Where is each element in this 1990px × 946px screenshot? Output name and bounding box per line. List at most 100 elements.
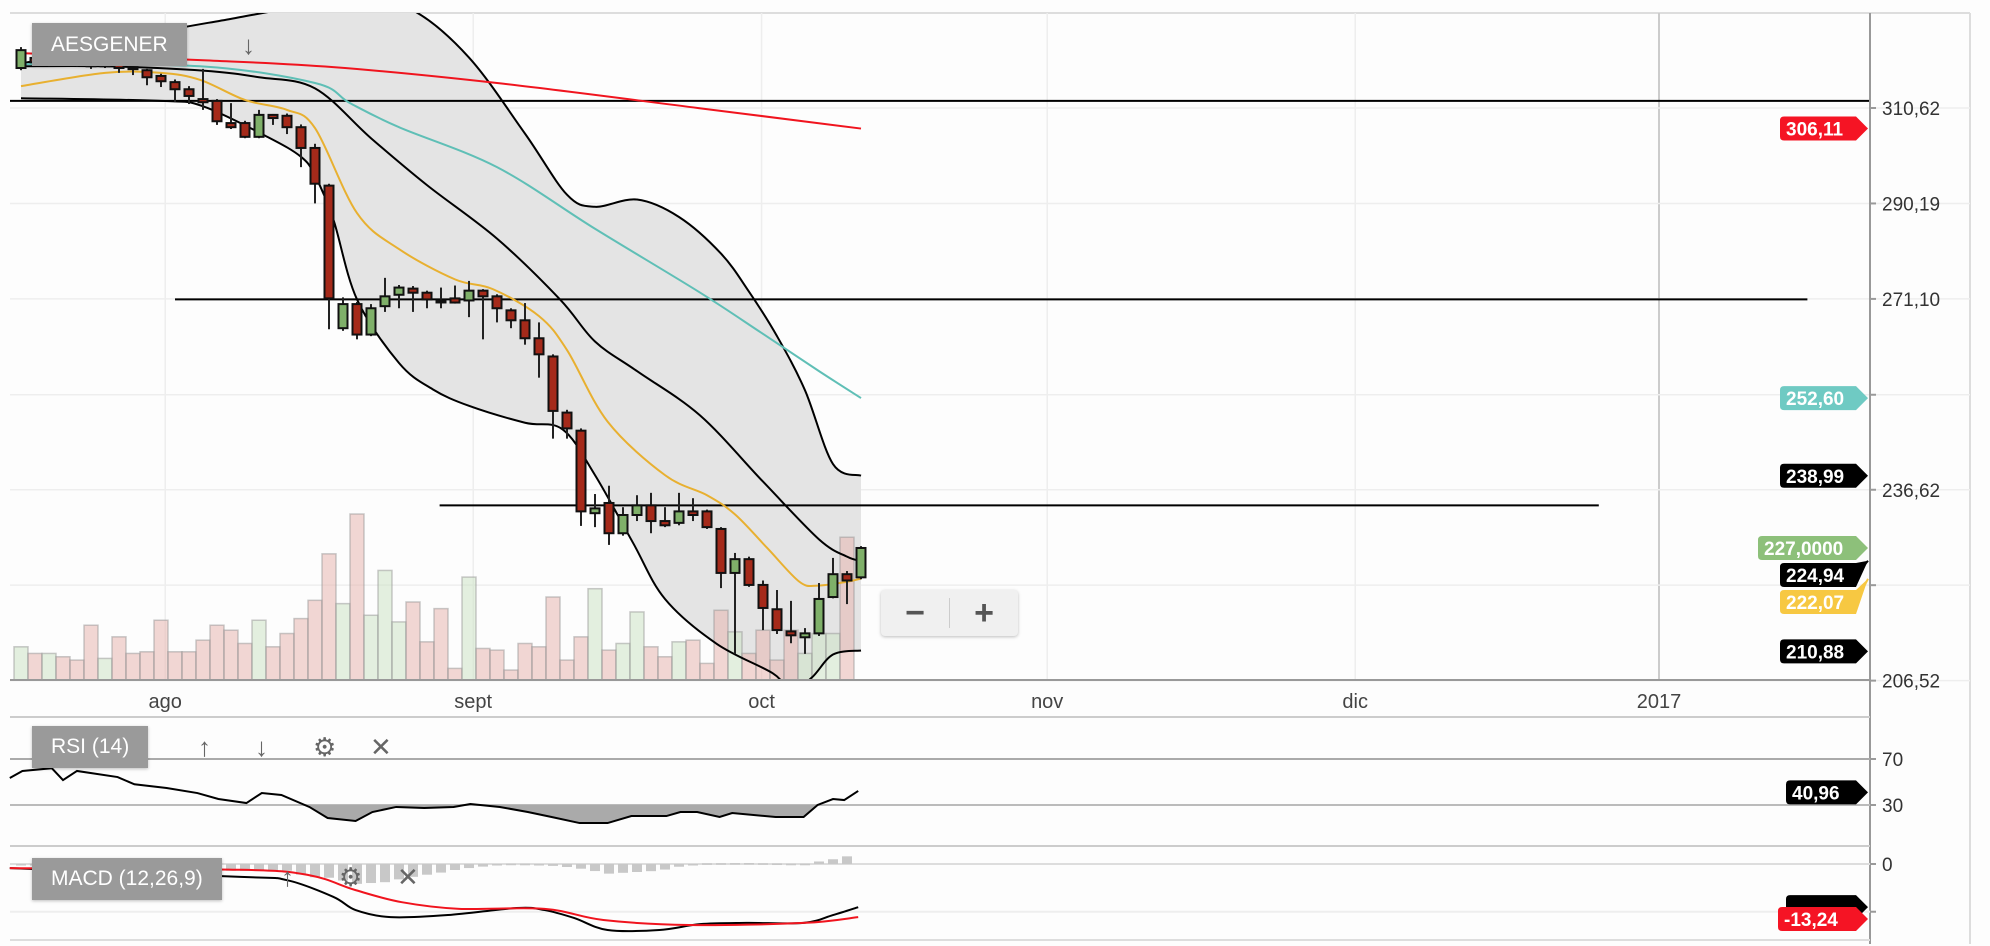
macd-histogram-bar bbox=[478, 864, 488, 867]
macd-histogram-bar bbox=[702, 863, 712, 865]
volume-bar bbox=[83, 624, 99, 680]
macd-indicator-label[interactable]: MACD (12,26,9) bbox=[32, 858, 222, 900]
macd-histogram-bar bbox=[520, 863, 530, 866]
candle-body bbox=[771, 608, 783, 632]
candle-body bbox=[841, 573, 853, 582]
zoom-out-button[interactable]: − bbox=[905, 594, 925, 632]
volume-bar bbox=[447, 667, 463, 680]
volume-bar bbox=[195, 639, 211, 680]
candle-body bbox=[407, 287, 419, 294]
macd-histogram-bar bbox=[464, 864, 474, 869]
flag-value: 238,99 bbox=[1786, 467, 1844, 488]
rsi-close-icon[interactable]: ✕ bbox=[370, 732, 392, 762]
macd-close-icon[interactable]: ✕ bbox=[397, 862, 419, 892]
macd-histogram-bar bbox=[436, 864, 446, 873]
candle-body bbox=[589, 507, 601, 515]
volume-bar bbox=[699, 662, 715, 680]
macd-flag: -13,24 bbox=[1778, 906, 1868, 931]
volume-bar bbox=[139, 651, 155, 680]
macd-gear-icon[interactable]: ⚙ bbox=[339, 862, 363, 892]
volume-bar bbox=[461, 576, 477, 680]
candle-body bbox=[197, 98, 209, 104]
candle-body bbox=[351, 303, 363, 336]
volume-bar bbox=[615, 642, 631, 680]
candle-body bbox=[309, 146, 321, 185]
zoom-in-button[interactable]: + bbox=[974, 594, 994, 632]
candle-body bbox=[393, 286, 405, 296]
candle-body bbox=[561, 411, 573, 430]
candle-body bbox=[575, 429, 587, 513]
volume-bar bbox=[489, 649, 505, 680]
rsi-tick-label: 70 bbox=[1882, 750, 1903, 771]
price-tick-label: 206,52 bbox=[1882, 672, 1940, 693]
macd-histogram-bar bbox=[772, 863, 782, 866]
macd-histogram-bar bbox=[506, 863, 516, 866]
volume-bar bbox=[559, 659, 575, 680]
price-flag: 224,94 bbox=[1780, 560, 1869, 587]
volume-bar bbox=[27, 652, 43, 680]
price-flag: 227,0000 bbox=[1758, 535, 1868, 560]
macd-histogram-bar bbox=[408, 864, 418, 877]
candle-body bbox=[295, 126, 307, 149]
macd-histogram-bar bbox=[394, 864, 404, 880]
arrow-down-icon[interactable]: ↓ bbox=[242, 30, 255, 60]
price-flag: 210,88 bbox=[1780, 639, 1868, 664]
candle-body bbox=[127, 66, 139, 71]
volume-bar bbox=[517, 642, 533, 680]
rsi-flag: 40,96 bbox=[1786, 780, 1868, 805]
macd-histogram-bar bbox=[562, 864, 572, 867]
macd-histogram-bar bbox=[646, 864, 656, 872]
candle-body bbox=[253, 113, 265, 138]
macd-histogram-bar bbox=[744, 863, 754, 865]
bollinger-middle-line bbox=[20, 64, 862, 562]
volume-bar bbox=[629, 611, 645, 680]
symbol-label[interactable]: AESGENER bbox=[32, 23, 187, 66]
candle-body bbox=[603, 501, 615, 535]
candle-body bbox=[813, 597, 825, 635]
macd-histogram-bar bbox=[688, 864, 698, 866]
price-plot bbox=[10, 13, 1869, 680]
ema-line bbox=[20, 70, 862, 588]
candle-body bbox=[323, 184, 335, 300]
macd-histogram-bar bbox=[632, 864, 642, 873]
rsi-arrow-down-icon[interactable]: ↓ bbox=[255, 732, 268, 762]
candle-body bbox=[267, 113, 279, 120]
volume-bar bbox=[307, 599, 323, 680]
rsi-gear-icon[interactable]: ⚙ bbox=[313, 732, 337, 762]
volume-bar bbox=[405, 601, 421, 680]
volume-bar bbox=[335, 602, 351, 680]
time-tick-label: sept bbox=[454, 691, 492, 713]
candle-body bbox=[533, 337, 545, 356]
volume-bar bbox=[363, 614, 379, 680]
candle-body bbox=[659, 520, 671, 527]
macd-arrow-up-icon[interactable]: ↑ bbox=[281, 862, 294, 892]
volume-bar bbox=[265, 646, 281, 680]
candle-body bbox=[211, 99, 223, 123]
volume-bar bbox=[223, 629, 239, 680]
rsi-oversold-fill bbox=[10, 805, 859, 824]
candle-body bbox=[225, 122, 237, 129]
flag-shape bbox=[1780, 560, 1868, 587]
flag-shape bbox=[1780, 116, 1868, 141]
volume-bar bbox=[433, 607, 449, 680]
time-tick-label: nov bbox=[1031, 691, 1063, 713]
flag-shape bbox=[1778, 906, 1868, 931]
price-flag: 238,99 bbox=[1780, 463, 1868, 488]
volume-bar bbox=[755, 629, 771, 680]
rsi-line bbox=[9, 767, 859, 825]
rsi-indicator-label[interactable]: RSI (14) bbox=[32, 726, 149, 768]
flag-value: 227,0000 bbox=[1764, 539, 1843, 560]
macd-histogram-bar bbox=[338, 864, 348, 881]
time-tick-label: oct bbox=[748, 691, 775, 713]
candle-body bbox=[337, 303, 349, 330]
volume-bar bbox=[69, 659, 85, 680]
volume-bar bbox=[545, 596, 561, 680]
flag-value: 40,96 bbox=[1792, 783, 1840, 804]
macd-histogram-bar bbox=[254, 864, 264, 871]
macd-histogram-bar bbox=[16, 864, 26, 866]
flag-value: 306,11 bbox=[1786, 120, 1843, 141]
candle-body bbox=[491, 295, 503, 310]
rsi-arrow-up-icon[interactable]: ↑ bbox=[198, 732, 211, 762]
volume-bar bbox=[55, 656, 71, 680]
